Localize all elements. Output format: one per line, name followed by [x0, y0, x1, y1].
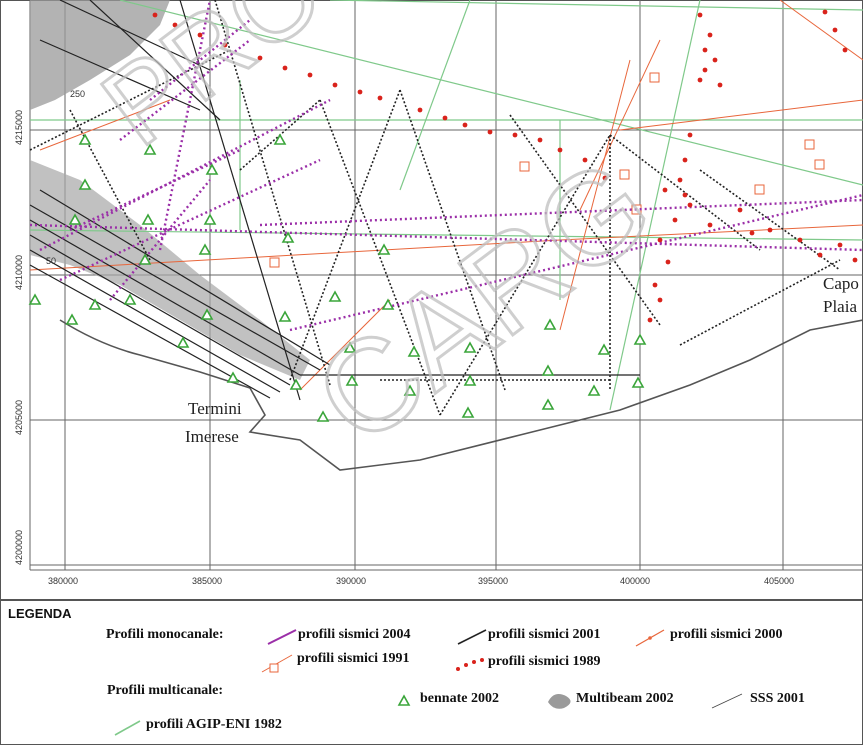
legend-symbol-1989: [456, 658, 484, 671]
contour-label-250: 250: [70, 89, 85, 99]
x-tick-390000: 390000: [336, 576, 366, 586]
legend-item-1991: profili sismici 1991: [297, 651, 410, 666]
sismici-2001-solid-fan: [29, 0, 640, 401]
sismici-2000-lines: [29, 0, 863, 391]
y-tick-4200000: 4200000: [14, 530, 24, 565]
bennate-2002-markers: [28, 133, 647, 422]
place-label-plaia: Plaia: [823, 297, 857, 316]
x-tick-385000: 385000: [192, 576, 222, 586]
legend-item-2000: profili sismici 2000: [670, 627, 783, 642]
legend-symbol-sss: [711, 693, 743, 709]
sismici-2004-lines: [29, 0, 863, 332]
y-tick-4215000: 4215000: [14, 110, 24, 145]
agip-eni-1982-lines: [29, 0, 863, 411]
place-label-termini: Termini: [188, 399, 242, 418]
legend-symbol-agip: [114, 720, 141, 736]
x-tick-400000: 400000: [620, 576, 650, 586]
contour-label-50: 50: [46, 256, 56, 266]
legend-monocanale-label: Profili monocanale:: [106, 627, 224, 642]
coastline: [59, 319, 863, 471]
x-tick-405000: 405000: [764, 576, 794, 586]
x-axis-labels: 380000 385000 390000 395000 400000 40500…: [48, 576, 794, 586]
legend-title: LEGENDA: [8, 606, 72, 621]
map-frame: [0, 0, 863, 600]
legend-symbols: [0, 600, 863, 745]
legend-item-agip: profili AGIP-ENI 1982: [146, 717, 282, 732]
legend-symbol-bennate: [397, 694, 411, 706]
legend-symbol-1991: [261, 654, 293, 673]
place-label-capo: Capo: [823, 274, 859, 293]
y-tick-4210000: 4210000: [14, 255, 24, 290]
legend-item-sss: SSS 2001: [750, 691, 805, 706]
legend-item-2001: profili sismici 2001: [488, 627, 601, 642]
legend-symbol-2004: [267, 629, 297, 645]
legend-item-2004: profili sismici 2004: [298, 627, 411, 642]
y-axis-labels: 4215000 4210000 4205000 4200000: [14, 110, 24, 565]
legend: LEGENDA Profili monocanale: profili sism…: [0, 600, 863, 745]
legend-symbol-multibeam: [548, 694, 571, 709]
legend-symbol-2000: [635, 629, 665, 647]
legend-item-bennate: bennate 2002: [420, 691, 499, 706]
y-tick-4205000: 4205000: [14, 400, 24, 435]
legend-multicanale-label: Profili multicanale:: [107, 683, 223, 698]
place-label-imerese: Imerese: [185, 427, 239, 446]
legend-symbol-2001: [457, 629, 487, 645]
legend-item-multibeam: Multibeam 2002: [576, 691, 674, 706]
sismici-2001-lines: [29, 0, 841, 416]
legend-item-1989: profili sismici 1989: [488, 654, 601, 669]
x-tick-380000: 380000: [48, 576, 78, 586]
coordinate-grid: [29, 0, 863, 571]
x-tick-395000: 395000: [478, 576, 508, 586]
survey-map: 250 50 Termini Imerese Capo Plaia PROGET…: [0, 0, 863, 600]
